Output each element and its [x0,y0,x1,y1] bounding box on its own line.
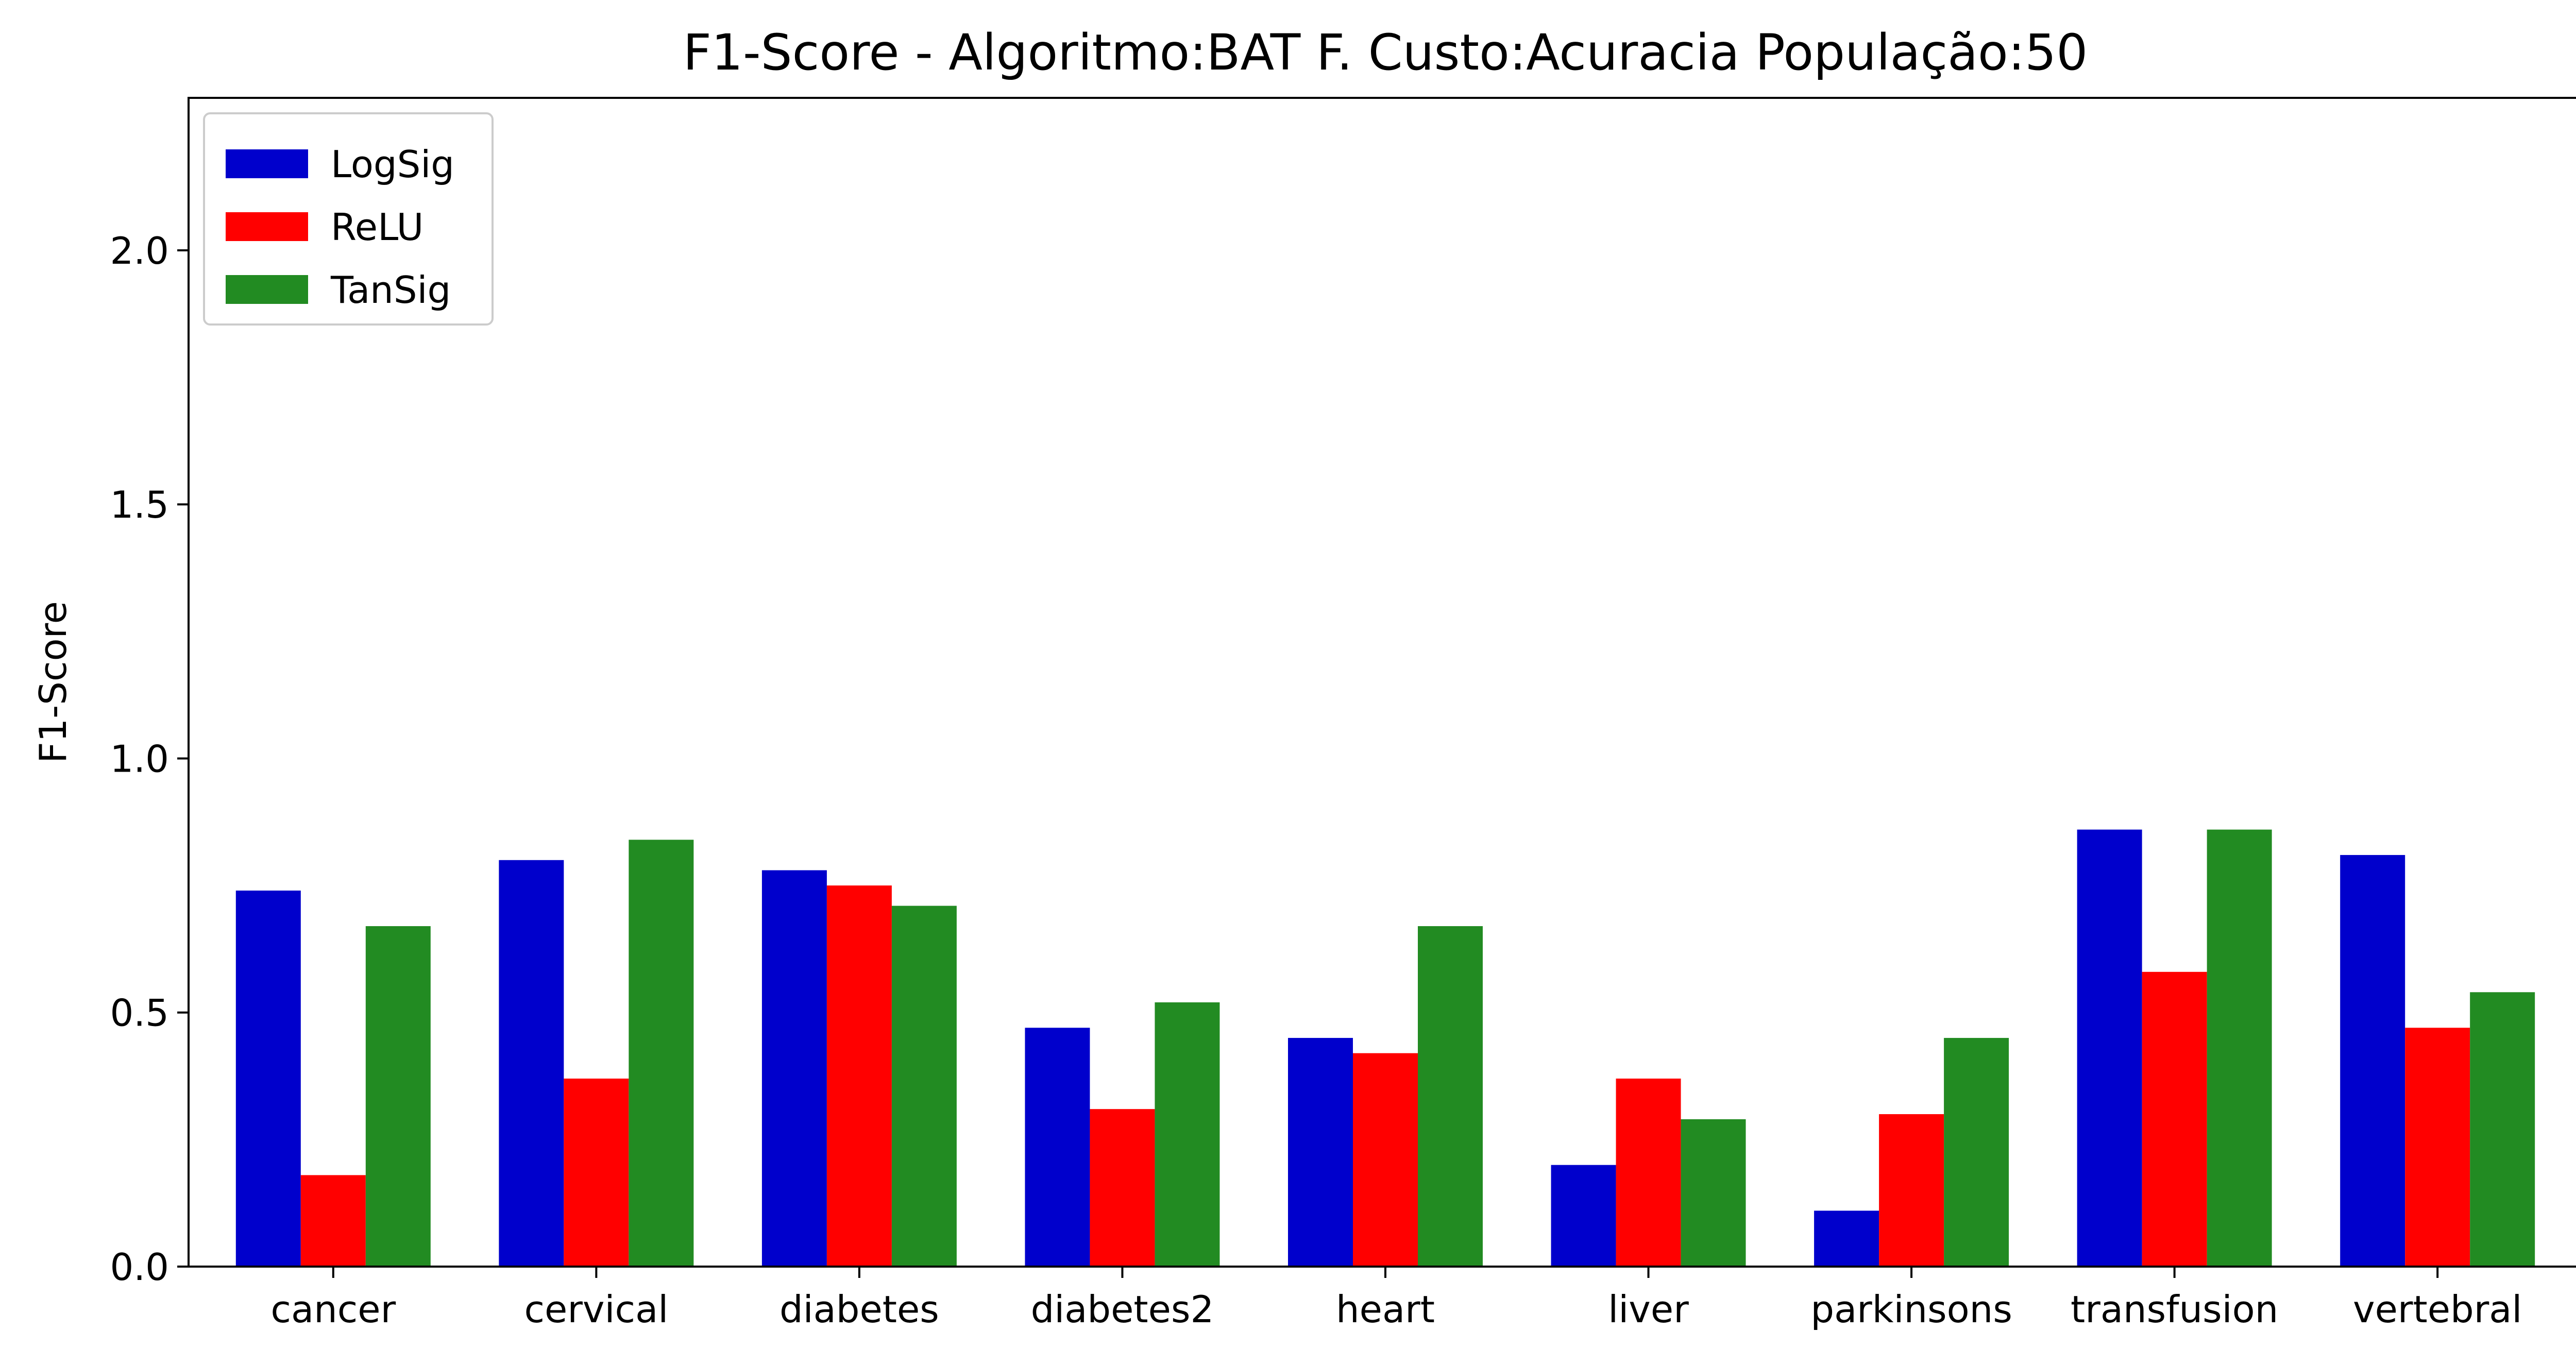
bar-logsig-vertebral [2340,855,2405,1267]
bar-relu-heart [1353,1053,1418,1267]
bar-tansig-transfusion [2207,829,2272,1267]
x-axis: cancer cervical diabetes diabetes2 heart live… [270,1267,2522,1331]
legend-swatch-logsig [226,149,308,178]
bar-relu-cancer [300,1175,366,1267]
bar-relu-vertebral [2405,1028,2470,1267]
bar-tansig-vertebral [2470,992,2535,1267]
bar-logsig-diabetes2 [1025,1028,1090,1267]
x-tick-label-cervical: cervical [524,1288,668,1331]
legend-label-relu: ReLU [331,206,423,249]
bar-logsig-liver [1551,1165,1616,1267]
legend-swatch-relu [226,212,308,241]
bar-logsig-transfusion [2077,829,2142,1267]
x-tick-label-liver: liver [1608,1288,1689,1331]
x-tick-label-vertebral: vertebral [2353,1288,2522,1331]
x-tick-label-cancer: cancer [270,1288,396,1331]
y-axis-label: F1-Score [31,601,75,763]
bar-relu-cervical [564,1078,629,1267]
bars-layer [235,829,2535,1267]
bar-relu-transfusion [2142,971,2207,1267]
y-tick-label: 2.0 [110,229,169,272]
bar-logsig-parkinsons [1814,1210,1879,1267]
bar-tansig-cervical [629,840,694,1267]
bar-logsig-diabetes [761,870,827,1267]
bar-tansig-heart [1418,926,1483,1267]
legend-swatch-tansig [226,275,308,304]
bar-relu-liver [1616,1078,1681,1267]
legend: LogSig ReLU TanSig [203,112,494,326]
y-tick-label: 1.0 [110,737,169,780]
bar-logsig-cancer [235,890,301,1267]
x-tick-label-heart: heart [1336,1288,1435,1331]
y-tick-label: 0.0 [110,1245,169,1289]
bar-tansig-liver [1681,1119,1746,1267]
x-tick-label-diabetes2: diabetes2 [1031,1288,1214,1331]
bar-tansig-diabetes [891,906,957,1267]
legend-label-tansig: TanSig [330,268,451,312]
x-tick-label-parkinsons: parkinsons [1810,1288,2012,1331]
bar-tansig-cancer [365,926,431,1267]
bar-tansig-diabetes2 [1155,1002,1220,1267]
x-tick-label-transfusion: transfusion [2071,1288,2278,1331]
bar-logsig-cervical [499,860,564,1267]
bar-logsig-heart [1288,1038,1353,1267]
x-tick-label-diabetes: diabetes [779,1288,939,1331]
y-tick-label: 0.5 [110,992,169,1035]
chart-title: F1-Score - Algoritmo:BAT F. Custo:Acurac… [683,24,2088,81]
plot-frame [188,97,2576,1268]
bar-relu-diabetes2 [1090,1109,1155,1267]
y-axis: 0.0 0.5 1.0 1.5 2.0 [110,229,189,1289]
bar-relu-parkinsons [1879,1114,1944,1267]
legend-label-logsig: LogSig [331,143,454,186]
bar-relu-diabetes [826,885,892,1267]
y-tick-label: 1.5 [110,483,169,526]
bar-tansig-parkinsons [1944,1038,2009,1267]
